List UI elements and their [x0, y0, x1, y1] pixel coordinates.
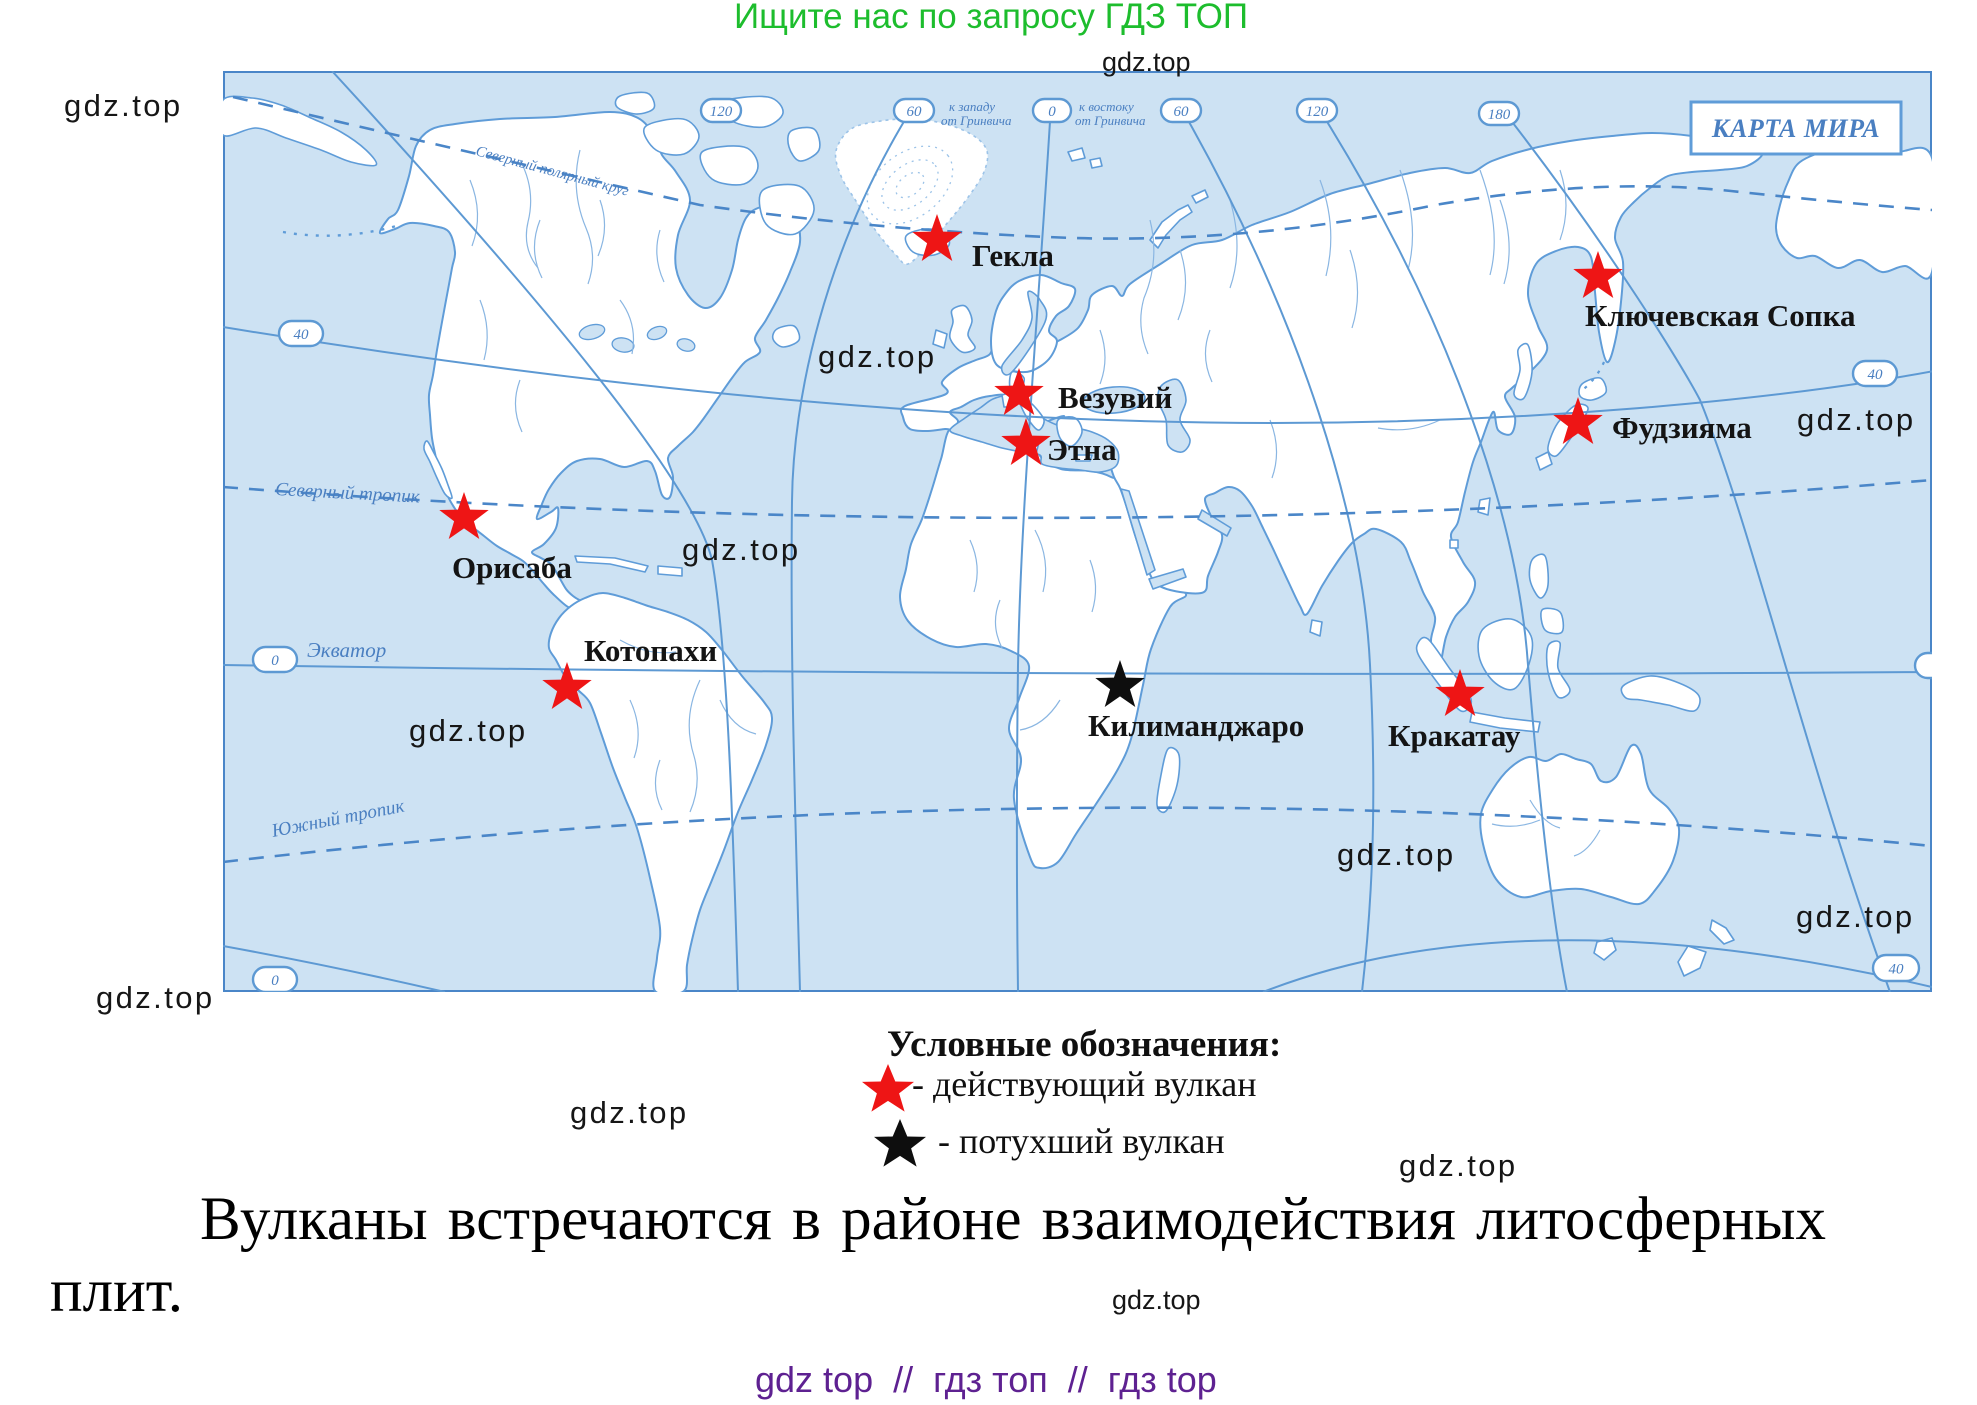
svg-text:от Гринвича: от Гринвича	[1075, 113, 1146, 128]
svg-text:к западу: к западу	[949, 99, 995, 114]
svg-text:60: 60	[907, 104, 923, 120]
svg-text:Гекла: Гекла	[972, 238, 1054, 273]
svg-text:Экватор: Экватор	[307, 638, 386, 662]
svg-text:60: 60	[1174, 104, 1190, 120]
svg-text:Ключевская Сопка: Ключевская Сопка	[1585, 298, 1856, 333]
svg-text:0: 0	[1048, 104, 1056, 120]
svg-text:Котопахи: Котопахи	[584, 633, 717, 668]
svg-text:40: 40	[294, 327, 310, 343]
svg-text:180: 180	[1488, 107, 1511, 123]
svg-text:0: 0	[271, 973, 279, 989]
svg-text:Кракатау: Кракатау	[1388, 718, 1521, 753]
svg-text:Килиманджаро: Килиманджаро	[1088, 708, 1304, 743]
svg-text:Фудзияма: Фудзияма	[1612, 410, 1752, 445]
svg-text:Орисаба: Орисаба	[452, 550, 572, 585]
svg-text:Этна: Этна	[1047, 432, 1117, 467]
svg-text:40: 40	[1889, 961, 1905, 977]
svg-text:120: 120	[1306, 104, 1329, 120]
svg-text:к востоку: к востоку	[1079, 99, 1134, 114]
svg-text:КАРТА МИРА: КАРТА МИРА	[1711, 114, 1880, 143]
svg-text:от Гринвича: от Гринвича	[941, 113, 1012, 128]
svg-text:Везувий: Везувий	[1058, 380, 1172, 415]
svg-text:0: 0	[271, 653, 279, 669]
svg-text:40: 40	[1868, 367, 1884, 383]
svg-text:120: 120	[710, 104, 733, 120]
